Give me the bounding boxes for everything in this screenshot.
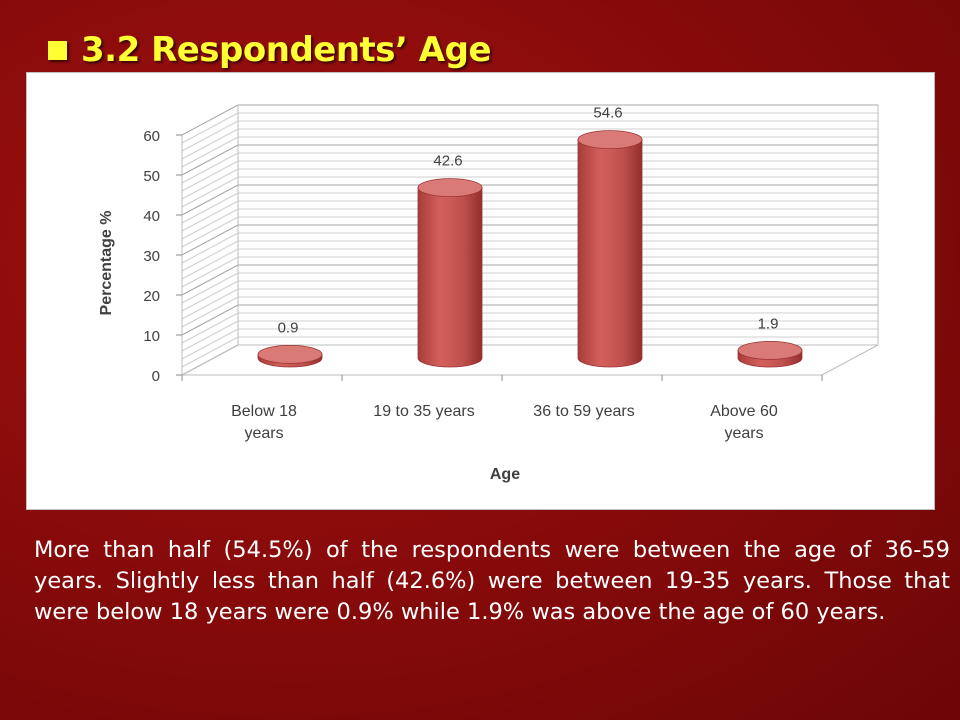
side-gridline <box>181 184 239 216</box>
side-gridline <box>181 248 239 280</box>
side-gridline <box>181 240 239 272</box>
y-tick-label: 0 <box>152 368 160 385</box>
x-tick-label: Below 18 years <box>231 403 297 442</box>
side-gridline <box>181 144 239 176</box>
side-gridline <box>181 168 239 200</box>
side-gridline <box>181 328 239 360</box>
chart-floor <box>181 344 879 376</box>
x-tick-label: 36 to 59 years <box>533 403 634 420</box>
bar-body <box>417 187 483 368</box>
x-axis-title: Age <box>490 466 520 483</box>
bar-top <box>417 178 483 197</box>
side-gridline <box>181 160 239 192</box>
side-gridline <box>181 256 239 288</box>
side-gridline <box>181 312 239 344</box>
y-tick-label: 60 <box>143 128 160 145</box>
side-gridline <box>181 320 239 352</box>
bar-top <box>577 130 643 149</box>
y-tick-label: 50 <box>143 168 160 185</box>
side-gridline <box>181 216 239 248</box>
bar <box>737 340 803 368</box>
bar <box>257 344 323 368</box>
side-gridline <box>181 304 239 336</box>
side-gridline <box>181 280 239 312</box>
side-gridline <box>181 264 239 296</box>
x-tick-label: 19 to 35 years <box>373 403 474 420</box>
side-gridline <box>181 336 239 368</box>
bar-body <box>577 139 643 368</box>
side-gridline <box>181 296 239 328</box>
square-bullet-icon <box>48 40 67 60</box>
data-label: 1.9 <box>758 315 779 332</box>
x-tick-label: Above 60 years <box>710 403 778 442</box>
side-gridline <box>181 224 239 256</box>
bar <box>577 130 643 368</box>
slide-title-text: 3.2 Respondents’ Age <box>81 30 492 70</box>
y-tick-label: 20 <box>143 288 160 305</box>
side-gridline <box>181 104 239 136</box>
data-label: 0.9 <box>278 319 299 336</box>
side-gridline <box>181 120 239 152</box>
side-gridline <box>181 136 239 168</box>
side-gridline <box>181 192 239 224</box>
y-tick-label: 10 <box>143 328 160 345</box>
bar <box>417 178 483 368</box>
side-gridline <box>181 176 239 208</box>
age-bar-chart: 0 10 20 30 40 50 60 0.9 42.6 54.6 1.9 Below 18 years… <box>98 104 879 483</box>
side-gridline <box>181 272 239 304</box>
y-axis-title: Percentage % <box>98 211 115 316</box>
side-gridline <box>181 112 239 144</box>
bar-top <box>737 340 803 360</box>
side-gridline <box>181 288 239 320</box>
chart-panel: 0 10 20 30 40 50 60 0.9 42.6 54.6 1.9 Below 18 years… <box>26 72 935 510</box>
side-gridline <box>181 232 239 264</box>
side-gridline <box>181 128 239 160</box>
summary-text: More than half (54.5%) of the respondent… <box>34 537 950 625</box>
data-label: 54.6 <box>593 105 622 122</box>
data-label: 42.6 <box>433 153 462 170</box>
side-gridline <box>181 200 239 232</box>
bar-top <box>257 344 323 364</box>
side-gridline <box>181 208 239 240</box>
y-tick-label: 40 <box>143 208 160 225</box>
side-gridline <box>181 152 239 184</box>
y-tick-label: 30 <box>143 248 160 265</box>
slide-title: 3.2 Respondents’ Age <box>48 22 492 78</box>
